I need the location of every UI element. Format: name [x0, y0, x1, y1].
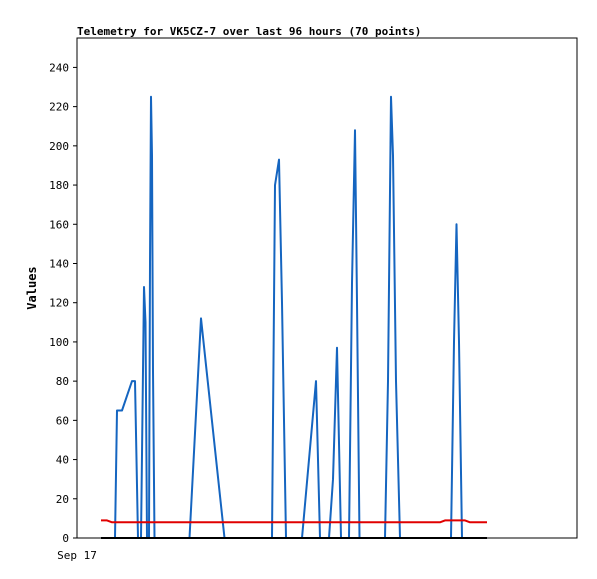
y-tick-label: 140: [49, 257, 69, 270]
x-axis: Sep 17: [57, 549, 97, 562]
y-tick-label: 40: [56, 454, 69, 467]
y-tick-label: 220: [49, 101, 69, 114]
chart-title: Telemetry for VK5CZ-7 over last 96 hours…: [77, 25, 421, 38]
y-tick-label: 20: [56, 493, 69, 506]
x-tick-label: Sep 17: [57, 549, 97, 562]
y-tick-label: 80: [56, 375, 69, 388]
y-tick-label: 240: [49, 61, 69, 74]
y-tick-label: 60: [56, 414, 69, 427]
y-axis: 0 20 40 60 80 100 120 140 160 180 200 220 240: [49, 61, 77, 545]
series-layer: [101, 95, 487, 539]
series-line-2: [101, 519, 487, 524]
y-tick-label: 100: [49, 336, 69, 349]
y-tick-label: 200: [49, 140, 69, 153]
y-tick-label: 160: [49, 218, 69, 231]
y-tick-label: 180: [49, 179, 69, 192]
plot-area: [76, 37, 578, 539]
y-tick-label: 120: [49, 297, 69, 310]
y-tick-label: 0: [62, 532, 69, 545]
y-axis-label: Values: [25, 266, 39, 309]
